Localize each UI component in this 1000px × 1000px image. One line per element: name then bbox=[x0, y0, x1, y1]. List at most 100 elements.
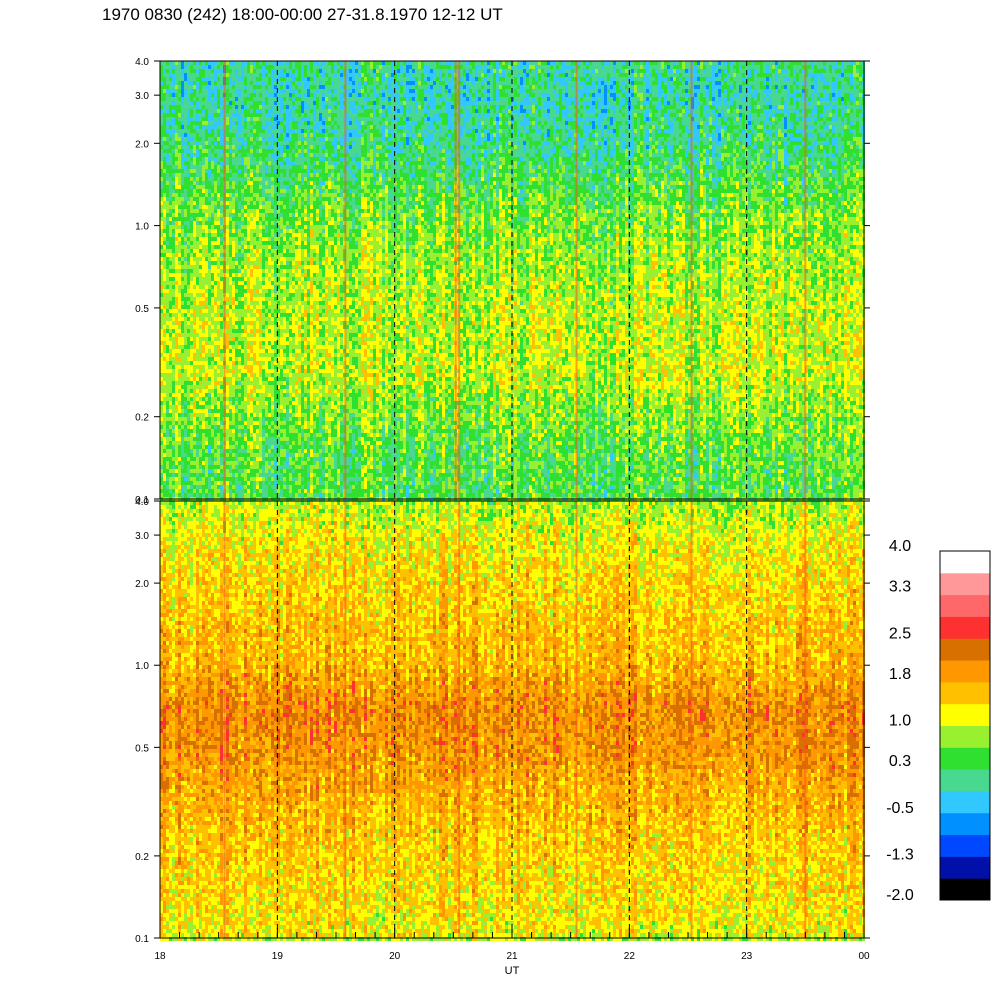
heat-cell bbox=[283, 369, 286, 373]
heat-cell bbox=[175, 277, 178, 281]
heat-cell bbox=[226, 201, 229, 205]
heat-cell bbox=[292, 329, 295, 333]
heat-cell bbox=[169, 97, 172, 101]
heat-cell bbox=[175, 373, 178, 377]
heat-cell bbox=[211, 285, 214, 289]
heat-cell bbox=[172, 353, 175, 357]
heat-cell bbox=[295, 229, 298, 233]
heat-cell bbox=[289, 225, 292, 229]
heat-cell bbox=[289, 265, 292, 269]
heat-cell bbox=[214, 121, 217, 125]
heat-cell bbox=[271, 313, 274, 317]
heat-cell bbox=[250, 105, 253, 109]
heat-cell bbox=[289, 445, 292, 449]
heat-cell bbox=[217, 249, 220, 253]
heat-cell bbox=[271, 165, 274, 169]
heat-cell bbox=[277, 261, 280, 265]
heat-cell bbox=[247, 449, 250, 453]
heat-cell bbox=[166, 265, 169, 269]
heat-cell bbox=[232, 73, 235, 77]
heat-cell bbox=[280, 209, 283, 213]
heat-cell bbox=[238, 125, 241, 129]
heat-cell bbox=[181, 485, 184, 489]
heat-cell bbox=[196, 481, 199, 485]
heat-cell bbox=[262, 437, 265, 441]
heat-cell bbox=[205, 245, 208, 249]
heat-cell bbox=[232, 445, 235, 449]
heat-cell bbox=[274, 109, 277, 113]
heat-cell bbox=[241, 129, 244, 133]
heat-cell bbox=[286, 233, 289, 237]
heat-cell bbox=[259, 81, 262, 85]
heat-cell bbox=[181, 389, 184, 393]
heat-cell bbox=[202, 425, 205, 429]
heat-cell bbox=[247, 113, 250, 117]
heat-cell bbox=[235, 301, 238, 305]
heat-cell bbox=[196, 421, 199, 425]
heat-cell bbox=[184, 197, 187, 201]
heat-cell bbox=[160, 365, 163, 369]
heat-cell bbox=[235, 433, 238, 437]
heat-cell bbox=[244, 181, 247, 185]
heat-cell bbox=[277, 193, 280, 197]
heat-cell bbox=[289, 477, 292, 481]
heat-cell bbox=[268, 101, 271, 105]
heat-cell bbox=[292, 345, 295, 349]
heat-cell bbox=[274, 93, 277, 97]
heat-cell bbox=[226, 297, 229, 301]
heat-cell bbox=[235, 341, 238, 345]
heat-cell bbox=[262, 445, 265, 449]
heat-cell bbox=[208, 397, 211, 401]
heat-cell bbox=[250, 449, 253, 453]
heat-cell bbox=[172, 109, 175, 113]
heat-cell bbox=[280, 117, 283, 121]
heat-cell bbox=[169, 301, 172, 305]
heat-cell bbox=[250, 61, 253, 65]
heat-cell bbox=[202, 357, 205, 361]
heat-cell bbox=[262, 385, 265, 389]
heat-cell bbox=[178, 321, 181, 325]
heat-cell bbox=[232, 137, 235, 141]
heat-cell bbox=[172, 425, 175, 429]
heat-cell bbox=[274, 301, 277, 305]
heat-cell bbox=[289, 229, 292, 233]
heat-cell bbox=[241, 225, 244, 229]
heat-cell bbox=[283, 433, 286, 437]
heat-cell bbox=[205, 65, 208, 69]
heat-cell bbox=[190, 93, 193, 97]
heat-cell bbox=[169, 193, 172, 197]
heat-cell bbox=[256, 133, 259, 137]
heat-cell bbox=[232, 173, 235, 177]
heat-cell bbox=[295, 165, 298, 169]
heat-cell bbox=[274, 185, 277, 189]
heat-cell bbox=[175, 117, 178, 121]
heat-cell bbox=[172, 169, 175, 173]
heat-cell bbox=[193, 353, 196, 357]
heat-cell bbox=[292, 377, 295, 381]
heat-cell bbox=[250, 265, 253, 269]
heat-cell bbox=[280, 125, 283, 129]
heat-cell bbox=[181, 209, 184, 213]
heat-cell bbox=[292, 409, 295, 413]
heat-cell bbox=[271, 129, 274, 133]
heat-cell bbox=[214, 129, 217, 133]
heat-cell bbox=[208, 105, 211, 109]
heat-cell bbox=[253, 229, 256, 233]
heat-cell bbox=[217, 353, 220, 357]
heat-cell bbox=[265, 461, 268, 465]
heat-cell bbox=[241, 245, 244, 249]
heat-cell bbox=[205, 253, 208, 257]
heat-cell bbox=[259, 409, 262, 413]
heat-cell bbox=[199, 377, 202, 381]
heat-cell bbox=[196, 349, 199, 353]
heat-cell bbox=[238, 185, 241, 189]
heat-cell bbox=[265, 441, 268, 445]
heat-cell bbox=[208, 433, 211, 437]
heat-cell bbox=[229, 153, 232, 157]
heat-cell bbox=[271, 385, 274, 389]
heat-cell bbox=[256, 221, 259, 225]
heat-cell bbox=[259, 369, 262, 373]
heat-cell bbox=[262, 489, 265, 493]
heat-cell bbox=[181, 213, 184, 217]
heat-cell bbox=[283, 357, 286, 361]
